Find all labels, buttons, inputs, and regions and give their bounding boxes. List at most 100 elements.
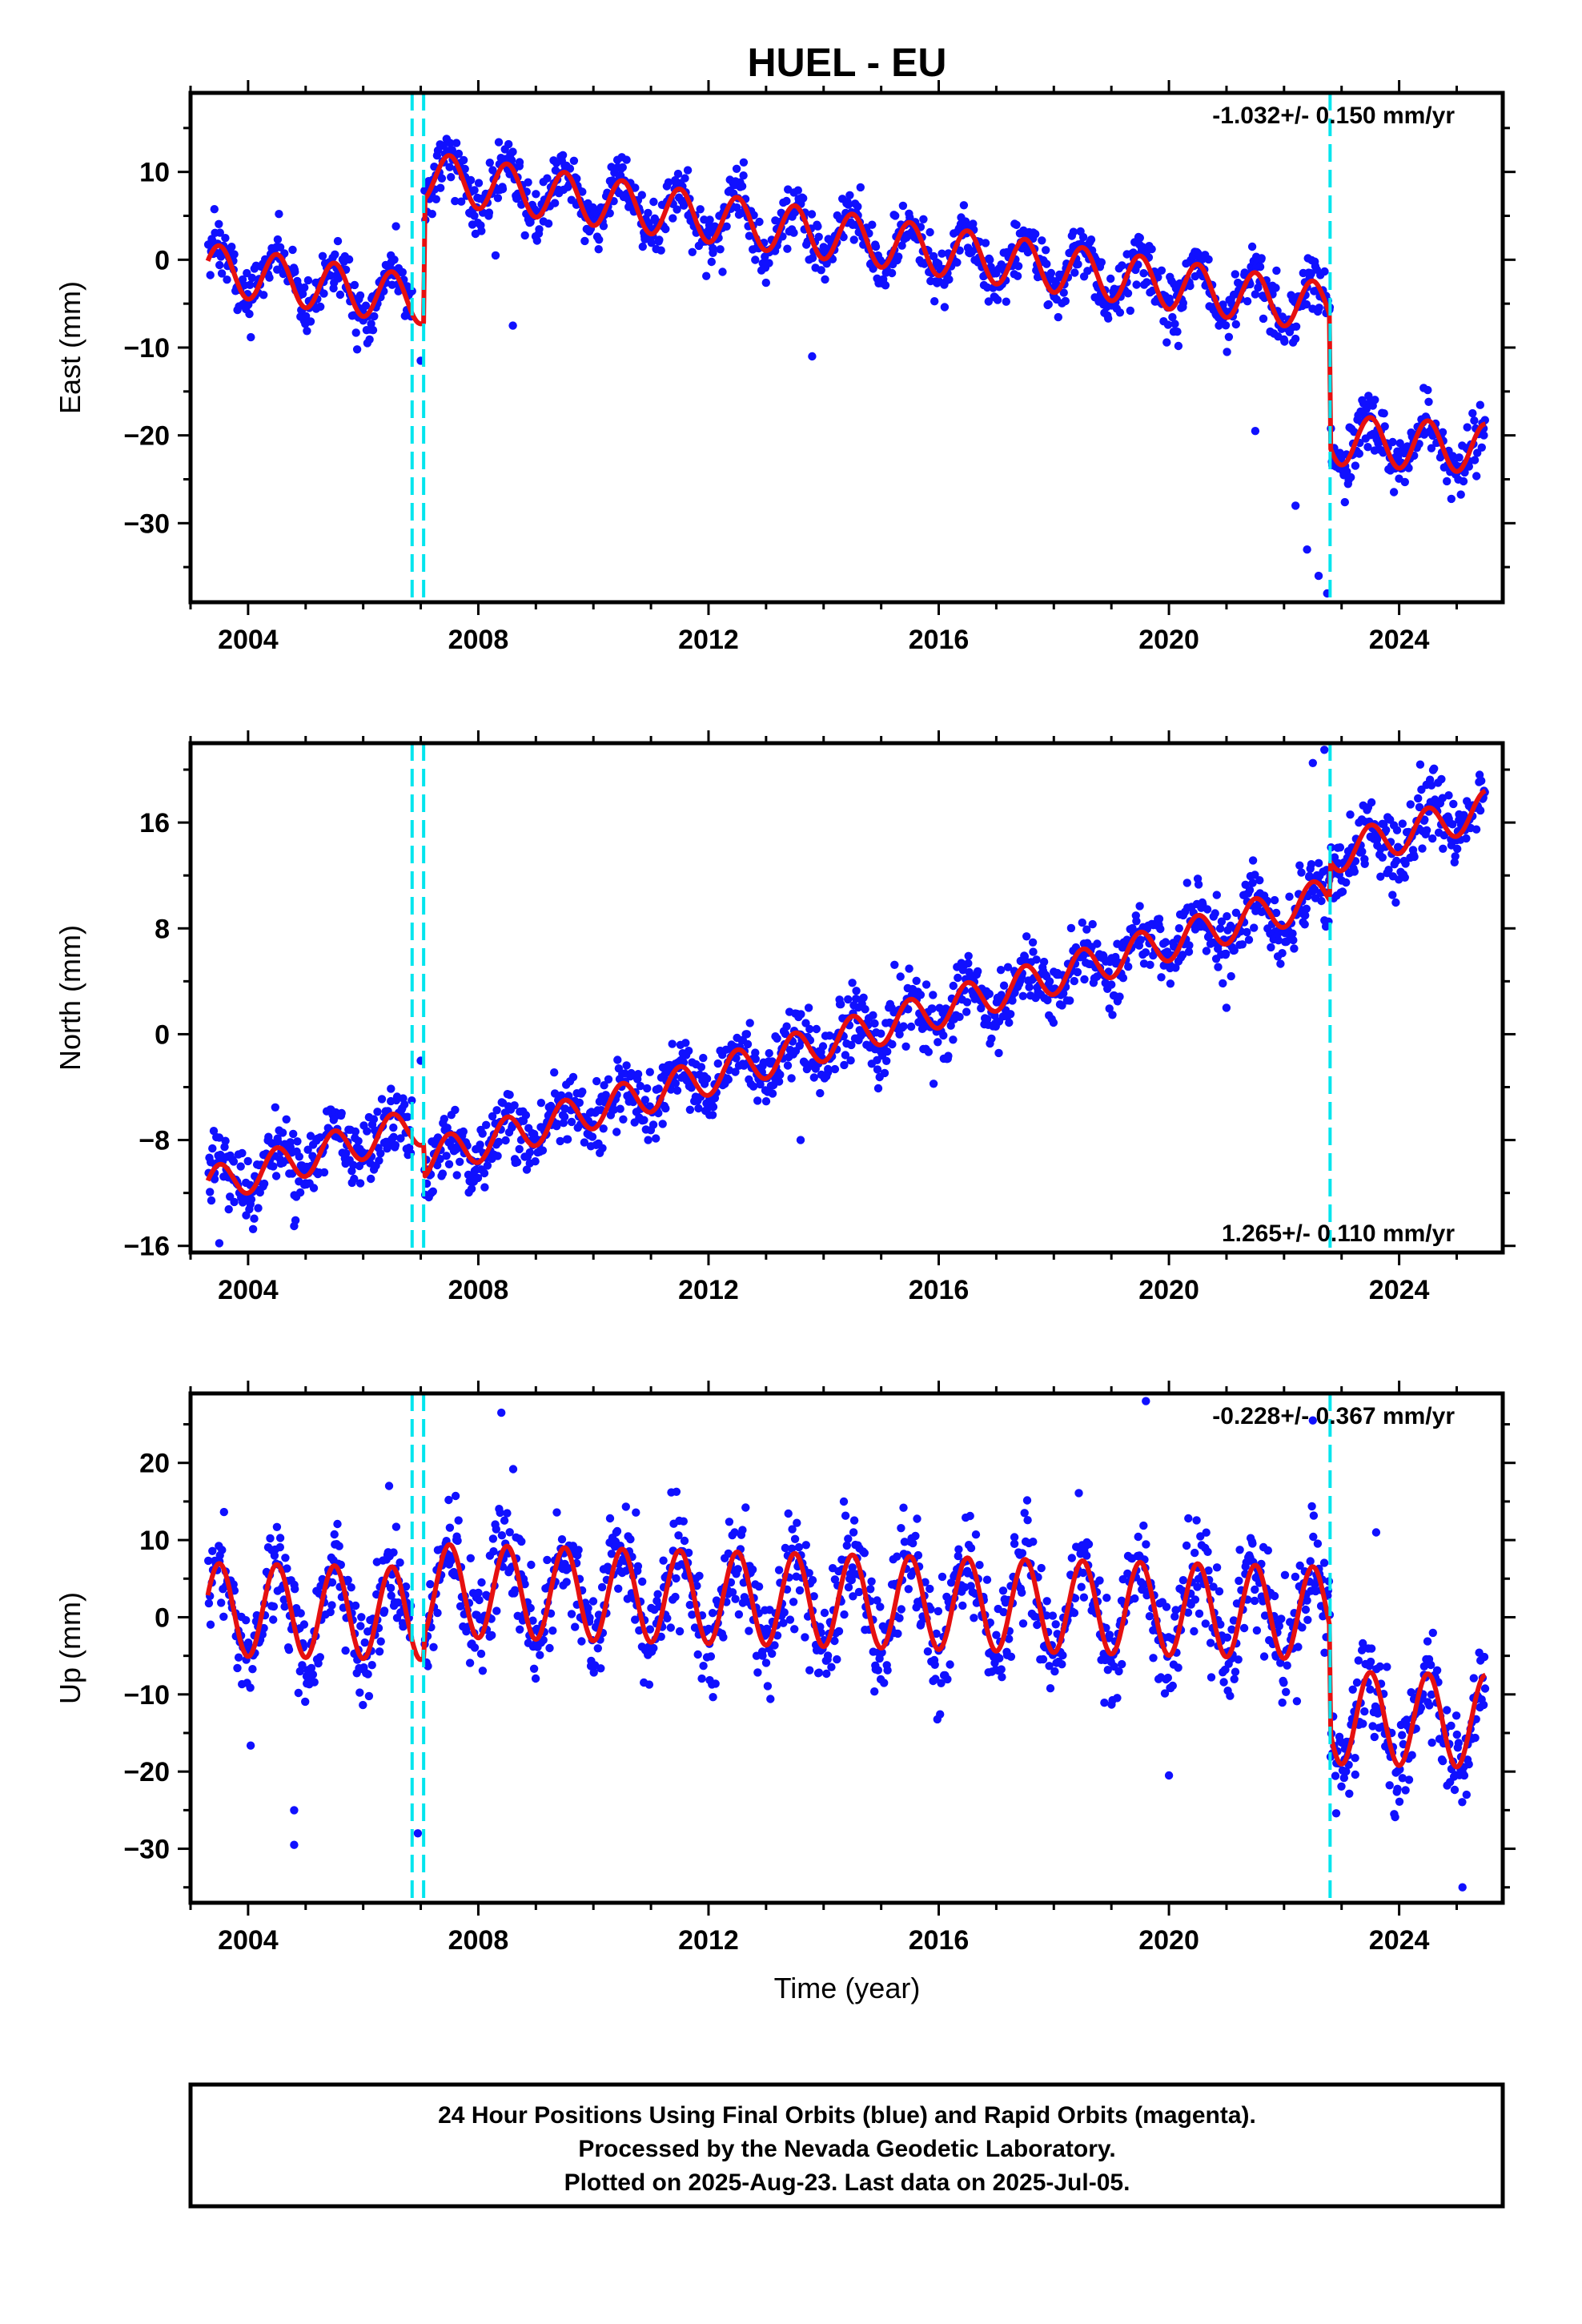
east-data-point — [1123, 289, 1133, 298]
north-data-point — [210, 1175, 219, 1184]
up-data-point — [1370, 1732, 1379, 1742]
east-data-point — [445, 163, 454, 171]
north-data-point — [207, 1196, 216, 1205]
north-data-point — [575, 1098, 584, 1108]
east-data-point — [1470, 456, 1480, 464]
east-data-point — [799, 194, 808, 203]
up-data-point — [1102, 1594, 1111, 1602]
up-data-point — [975, 1561, 984, 1570]
up-data-point — [790, 1534, 800, 1544]
north-data-point — [351, 1127, 360, 1136]
east-data-point — [227, 243, 236, 251]
east-data-point — [428, 210, 436, 219]
up-data-point — [1279, 1679, 1288, 1687]
north-data-point — [1248, 856, 1258, 865]
north-data-point — [238, 1148, 247, 1158]
north-data-point — [944, 1051, 953, 1060]
up-data-point — [644, 1680, 654, 1689]
east-data-point — [1371, 396, 1379, 404]
up-data-point — [478, 1667, 488, 1675]
up-data-point — [557, 1535, 567, 1544]
north-data-point — [289, 1129, 298, 1139]
north-data-point — [1066, 996, 1074, 1005]
up-data-point — [748, 1565, 757, 1574]
up-data-point — [966, 1511, 974, 1521]
up-data-point — [1142, 1540, 1150, 1549]
east-data-point — [215, 219, 223, 228]
up-data-point — [233, 1663, 242, 1673]
north-data-point — [848, 979, 857, 987]
east-data-point — [1280, 337, 1289, 346]
east-data-point — [1139, 269, 1148, 278]
north-data-point — [852, 987, 861, 995]
up-data-point — [1383, 1663, 1391, 1671]
east-data-point — [868, 220, 877, 229]
north-data-point — [949, 1035, 958, 1044]
north-y-tick-label: 16 — [139, 808, 170, 838]
north-data-point — [1406, 800, 1415, 809]
east-data-point — [599, 222, 608, 231]
up-data-point — [1058, 1651, 1067, 1660]
up-data-point — [1139, 1521, 1148, 1530]
east-data-point — [733, 203, 741, 212]
up-data-point — [741, 1503, 750, 1512]
north-outlier-point — [290, 1221, 299, 1231]
east-data-point — [459, 155, 468, 165]
east-data-point — [221, 234, 230, 243]
north-data-point — [538, 1146, 548, 1155]
up-data-point — [1294, 1642, 1303, 1651]
up-data-point — [1452, 1711, 1461, 1720]
east-data-point — [688, 247, 697, 256]
north-data-point — [209, 1127, 219, 1136]
east-data-point — [275, 210, 283, 219]
up-data-point — [1145, 1612, 1154, 1621]
north-data-point — [899, 1022, 908, 1031]
east-data-point — [439, 141, 448, 151]
north-data-point — [896, 972, 905, 981]
north-data-point — [389, 1132, 398, 1142]
up-data-point — [343, 1575, 352, 1585]
east-y-tick-label: −20 — [123, 421, 170, 452]
up-data-point — [1095, 1576, 1104, 1585]
up-data-point — [958, 1601, 967, 1610]
east-data-point — [1070, 268, 1079, 277]
up-data-point — [1018, 1619, 1028, 1628]
east-data-point — [849, 235, 858, 244]
up-data-point — [754, 1582, 764, 1591]
up-data-point — [733, 1565, 742, 1574]
north-data-point — [563, 1135, 572, 1144]
up-data-point — [1051, 1620, 1060, 1629]
up-data-point — [1303, 1596, 1311, 1605]
north-data-point — [259, 1179, 269, 1188]
east-data-point — [894, 252, 903, 261]
up-data-point — [508, 1465, 518, 1474]
up-data-point — [1029, 1538, 1038, 1546]
up-data-point — [218, 1546, 227, 1554]
east-data-point — [1078, 232, 1088, 242]
up-data-point — [840, 1610, 849, 1619]
up-data-point — [1367, 1644, 1376, 1653]
north-data-point — [709, 1103, 718, 1112]
north-data-point — [230, 1197, 239, 1207]
up-data-point — [269, 1615, 278, 1624]
north-data-point — [1378, 853, 1387, 862]
east-data-point — [1362, 404, 1371, 413]
east-data-point — [408, 287, 416, 296]
north-data-point — [797, 1010, 805, 1019]
east-data-point — [1163, 320, 1173, 329]
up-data-point — [1195, 1609, 1204, 1618]
north-data-point — [644, 1136, 652, 1144]
north-data-point — [743, 1039, 753, 1049]
east-data-point — [355, 291, 365, 300]
up-data-point — [745, 1626, 753, 1635]
up-panel: Up (mm) -0.228+/- 0.367 mm/yr 2004 2008 … — [54, 1381, 1516, 1956]
east-data-point — [246, 280, 255, 289]
north-outlier-point — [796, 1136, 805, 1144]
north-data-point — [1307, 860, 1316, 869]
up-data-point — [248, 1665, 257, 1674]
up-data-point — [1079, 1593, 1089, 1602]
up-data-point — [697, 1674, 706, 1683]
north-data-point — [1276, 959, 1285, 968]
up-data-point — [275, 1534, 285, 1542]
up-x-tick-label: 2024 — [1369, 1925, 1430, 1956]
